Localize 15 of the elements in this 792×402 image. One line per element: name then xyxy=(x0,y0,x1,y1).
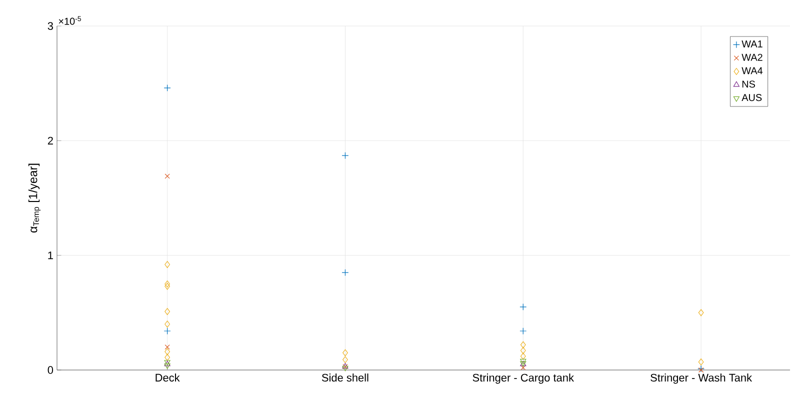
y-tick-label: 0 xyxy=(48,366,54,374)
x-tick-label: Deck xyxy=(156,374,180,382)
legend-label: WA1 xyxy=(742,40,762,48)
x-tick-label: Stringer - Cargo tank xyxy=(472,374,574,384)
x-tick-label: Stringer - Wash Tank xyxy=(650,374,752,384)
legend-label: WA2 xyxy=(742,54,762,61)
legend-label: WA4 xyxy=(742,67,763,74)
legend-label: AUS xyxy=(742,94,762,102)
y-axis-title: α$_{Temp}$ [1/year] xyxy=(28,164,41,233)
legend-label: NS xyxy=(742,80,755,88)
y-tick-label: 2 xyxy=(48,136,53,144)
y-tick-label: 1 xyxy=(48,252,53,260)
x-tick-label: Side shell xyxy=(322,374,368,382)
text: ×10$^{-5}$ xyxy=(58,16,81,25)
y-tick-label: 3 xyxy=(48,22,53,30)
